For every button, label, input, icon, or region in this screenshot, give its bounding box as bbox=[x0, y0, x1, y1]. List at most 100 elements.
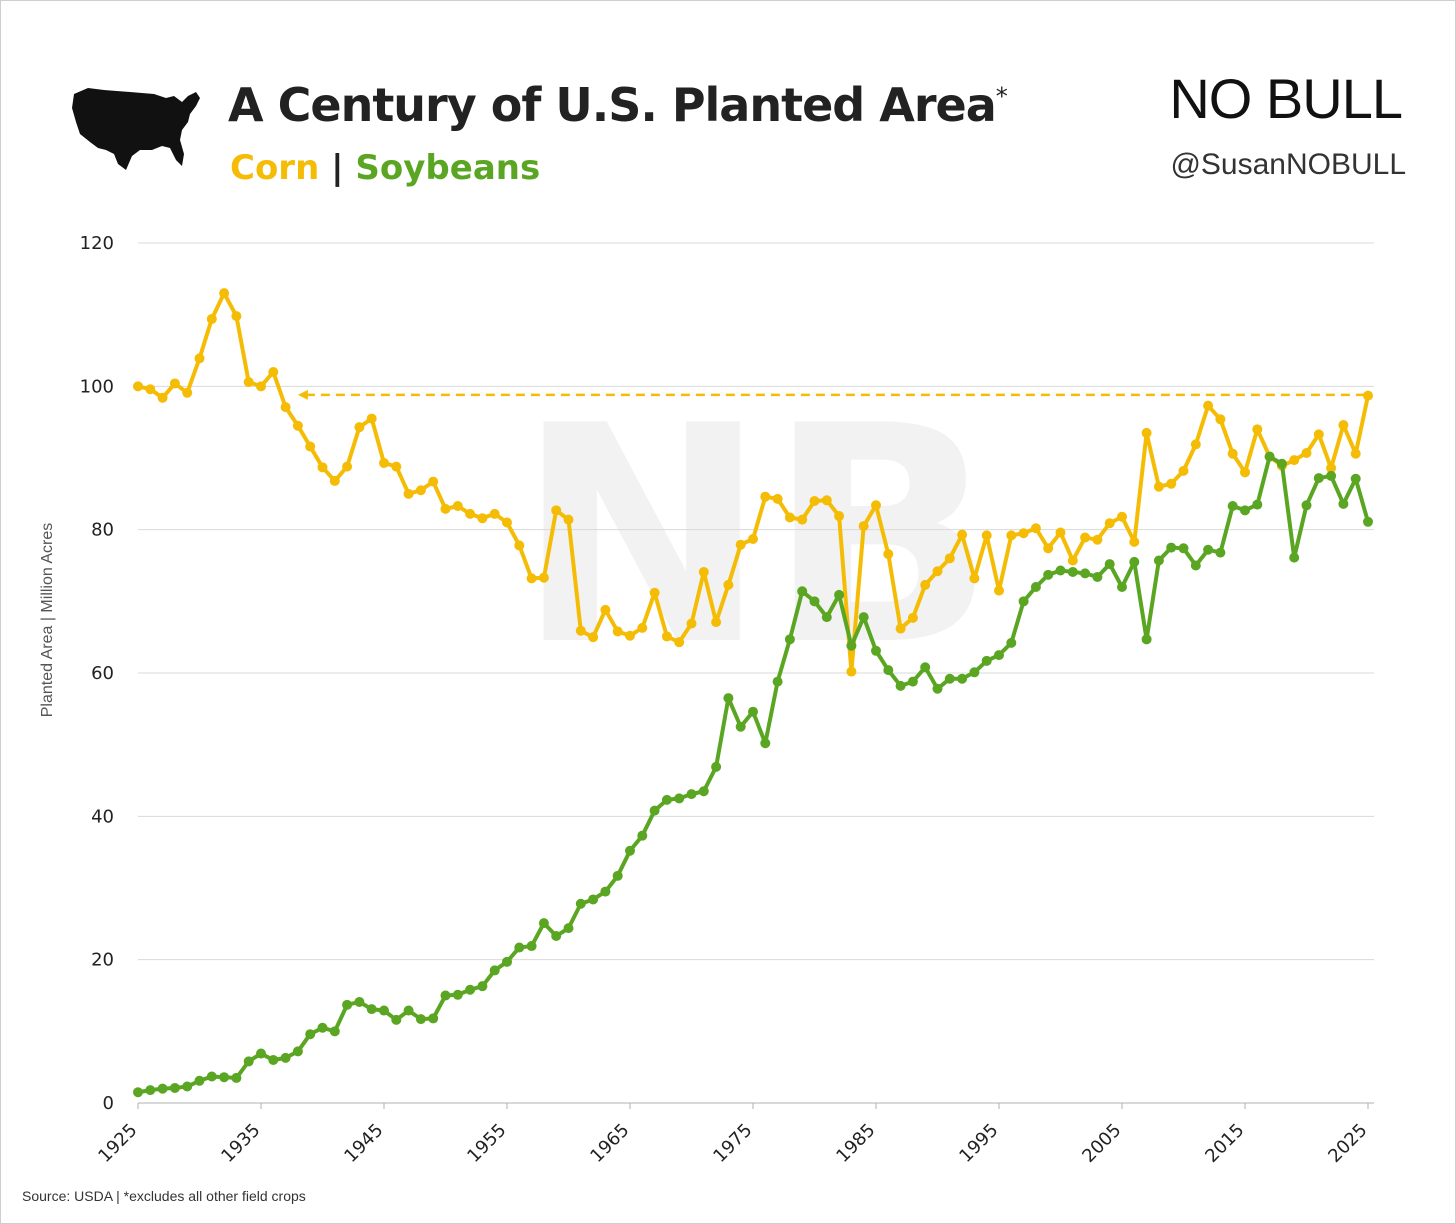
soybeans-point bbox=[219, 1072, 230, 1083]
soybeans-point bbox=[354, 996, 365, 1007]
soybeans-point bbox=[748, 706, 758, 717]
author-handle: @SusanNOBULL bbox=[1170, 148, 1406, 181]
us-map-icon bbox=[72, 88, 200, 170]
soybeans-point bbox=[231, 1072, 242, 1083]
soybeans-point bbox=[932, 683, 943, 694]
corn-point bbox=[920, 579, 931, 590]
corn-point bbox=[612, 626, 623, 637]
corn-point bbox=[489, 508, 500, 519]
soybeans-point bbox=[563, 923, 574, 934]
corn-point bbox=[698, 566, 709, 577]
x-tick-label: 1945 bbox=[340, 1120, 387, 1167]
corn-point bbox=[1215, 414, 1226, 425]
soybeans-point bbox=[834, 589, 845, 600]
corn-point bbox=[1104, 518, 1115, 529]
chart-title: A Century of U.S. Planted Area* bbox=[228, 78, 1008, 132]
corn-point bbox=[784, 512, 795, 523]
soybeans-point bbox=[588, 894, 599, 905]
corn-point bbox=[1092, 534, 1103, 545]
corn-point bbox=[538, 572, 549, 583]
corn-point bbox=[415, 485, 426, 496]
soybeans-point bbox=[1215, 547, 1226, 558]
corn-point bbox=[428, 476, 439, 487]
corn-point bbox=[440, 503, 451, 514]
y-tick-label: 80 bbox=[91, 520, 114, 541]
title-footnote-mark: * bbox=[995, 82, 1008, 111]
grid-lines bbox=[138, 242, 1374, 1104]
soybeans-point bbox=[649, 805, 660, 816]
corn-point bbox=[465, 508, 476, 519]
soybeans-point bbox=[268, 1055, 279, 1065]
soybeans-point bbox=[981, 655, 992, 666]
soybeans-point bbox=[575, 898, 586, 909]
corn-point bbox=[1141, 427, 1152, 438]
corn-point bbox=[1043, 543, 1054, 554]
corn-point bbox=[883, 549, 894, 560]
series-corn bbox=[133, 288, 1373, 677]
soybeans-point bbox=[1166, 542, 1177, 553]
x-axis-ticks: 1925 1935 1945 1955 1965 1975 1985 1995 2005 2015… bbox=[94, 1103, 1372, 1167]
corn-point bbox=[1363, 390, 1373, 401]
soybeans-point bbox=[329, 1026, 340, 1037]
corn-point bbox=[957, 529, 968, 540]
soybeans-point bbox=[502, 956, 512, 967]
corn-point bbox=[809, 496, 820, 506]
soybeans-point bbox=[1117, 582, 1127, 592]
soybeans-point bbox=[1190, 560, 1201, 571]
soybeans-point bbox=[489, 965, 500, 976]
soybeans-point bbox=[1055, 565, 1066, 576]
corn-point bbox=[723, 579, 734, 590]
x-tick-label: 1985 bbox=[832, 1120, 879, 1167]
corn-point bbox=[846, 666, 857, 677]
soybeans-point bbox=[1301, 500, 1312, 511]
soybeans-point bbox=[907, 676, 918, 687]
corn-point bbox=[625, 630, 635, 641]
y-tick-label: 120 bbox=[80, 233, 114, 254]
corn-point bbox=[1240, 467, 1250, 478]
soybeans-point bbox=[1153, 555, 1164, 566]
corn-point bbox=[649, 587, 660, 598]
corn-point bbox=[1018, 528, 1029, 539]
corn-point bbox=[292, 420, 303, 431]
soybeans-point bbox=[637, 830, 648, 841]
soybeans-point bbox=[661, 794, 672, 805]
y-tick-label: 100 bbox=[80, 376, 114, 397]
soybeans-point bbox=[256, 1048, 266, 1059]
corn-point bbox=[969, 573, 980, 584]
corn-point bbox=[686, 618, 697, 629]
series-group bbox=[133, 288, 1373, 1098]
soybeans-point bbox=[133, 1087, 143, 1098]
soybeans-point bbox=[1006, 637, 1017, 648]
corn-point bbox=[637, 622, 648, 633]
nobull-logo: NO BULL bbox=[1169, 67, 1403, 130]
corn-point bbox=[895, 623, 906, 634]
soybeans-point bbox=[1326, 470, 1337, 481]
corn-point bbox=[1289, 455, 1300, 466]
soybeans-point bbox=[612, 870, 623, 881]
x-tick-label: 2005 bbox=[1078, 1120, 1125, 1167]
corn-point bbox=[219, 288, 230, 299]
corn-point bbox=[157, 392, 168, 403]
legend-subtitle: Corn | Soybeans bbox=[230, 148, 540, 188]
soybeans-point bbox=[366, 1004, 377, 1015]
corn-point bbox=[674, 637, 685, 648]
soybeans-point bbox=[1043, 569, 1054, 580]
soybeans-point bbox=[1350, 473, 1361, 484]
corn-point bbox=[1067, 555, 1078, 566]
corn-point bbox=[452, 501, 463, 512]
soybeans-point bbox=[772, 676, 783, 687]
corn-point bbox=[1006, 530, 1017, 541]
corn-point bbox=[182, 387, 193, 398]
corn-point bbox=[1055, 527, 1066, 538]
corn-point bbox=[932, 566, 943, 577]
corn-point bbox=[329, 475, 340, 486]
corn-point bbox=[526, 573, 537, 584]
soybeans-point bbox=[1276, 458, 1287, 469]
corn-point bbox=[858, 521, 869, 532]
corn-point bbox=[772, 493, 783, 504]
soybeans-point bbox=[379, 1005, 389, 1016]
soybeans-point bbox=[625, 845, 635, 856]
corn-point bbox=[133, 381, 143, 392]
corn-point bbox=[1080, 532, 1091, 543]
